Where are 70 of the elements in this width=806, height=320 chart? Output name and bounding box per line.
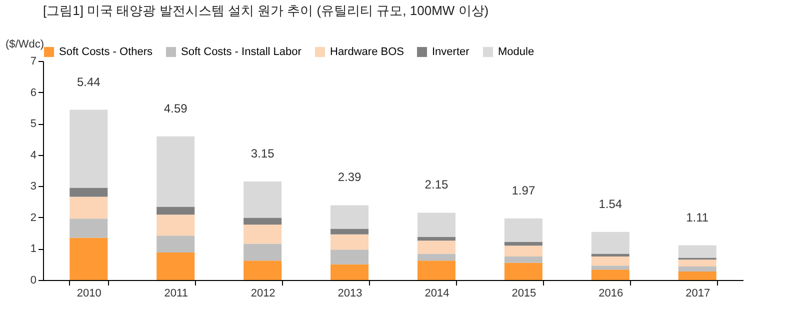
total-label: 1.97 (512, 183, 536, 198)
legend-label: Soft Costs - Others (59, 46, 154, 58)
y-tick-label: 0 (30, 274, 36, 286)
bar (70, 196, 108, 219)
bar (156, 214, 195, 236)
legend-label: Inverter (432, 46, 470, 58)
bar (330, 228, 369, 234)
y-tick-label: 4 (30, 149, 36, 162)
bar (330, 250, 369, 264)
bar (591, 256, 630, 266)
bar (417, 260, 456, 280)
bar (678, 272, 716, 280)
total-label: 4.59 (164, 101, 188, 116)
x-tick-label: 2014 (424, 288, 450, 300)
x-tick-label: 2010 (76, 288, 102, 300)
bar (591, 266, 630, 270)
bar (504, 218, 542, 242)
x-tick-label: 2012 (250, 288, 276, 300)
y-axis-title: ($/Wdc) (6, 38, 44, 50)
bar (417, 236, 456, 241)
bar (244, 218, 282, 225)
bar (417, 212, 456, 237)
bar (504, 242, 542, 246)
bar (244, 244, 282, 261)
bar (244, 260, 282, 280)
bar (678, 260, 716, 267)
x-tick-label: 2011 (164, 288, 188, 300)
y-tick-label: 1 (30, 243, 36, 256)
bar (330, 234, 369, 250)
total-label: 2.15 (424, 178, 448, 192)
y-tick-label: 2 (30, 212, 36, 224)
bar (417, 254, 456, 261)
bar (244, 224, 282, 244)
bar (504, 256, 542, 263)
bar (504, 246, 542, 257)
bar (70, 110, 108, 188)
bar (678, 266, 716, 272)
bar (70, 218, 108, 238)
bar (70, 238, 108, 280)
legend-label: Hardware BOS (330, 46, 404, 58)
bar (330, 264, 369, 280)
bar (330, 205, 369, 229)
legend-label: Module (498, 46, 534, 58)
total-label: 3.15 (250, 146, 275, 160)
total-label: 1.11 (686, 210, 709, 224)
bar (591, 254, 630, 257)
y-tick-label: 6 (30, 86, 36, 99)
chart-title: [그림1] 미국 태양광 발전시스템 설치 원가 추이 (유틸리티 규모, 100MW 이상) (43, 3, 489, 18)
bar (156, 136, 195, 207)
total-label: 1.54 (598, 196, 622, 211)
x-tick-label: 2017 (686, 288, 710, 300)
bar (244, 181, 282, 218)
legend-label: Soft Costs - Install Labor (181, 46, 302, 58)
x-tick-label: 2016 (598, 288, 624, 300)
total-label: 5.44 (76, 74, 101, 89)
bar (156, 236, 195, 252)
total-label: 2.39 (338, 170, 362, 184)
bar (156, 206, 195, 215)
x-tick-label: 2015 (512, 288, 536, 300)
bar (156, 252, 195, 280)
y-tick-label: 5 (30, 118, 36, 130)
bar (591, 270, 630, 280)
bar (417, 240, 456, 254)
bar (504, 262, 542, 280)
x-tick-label: 2013 (338, 288, 362, 300)
bar (678, 245, 716, 258)
y-tick-label: 7 (30, 56, 36, 68)
bar (70, 188, 108, 197)
bar (591, 232, 630, 254)
y-tick-label: 3 (30, 180, 36, 193)
